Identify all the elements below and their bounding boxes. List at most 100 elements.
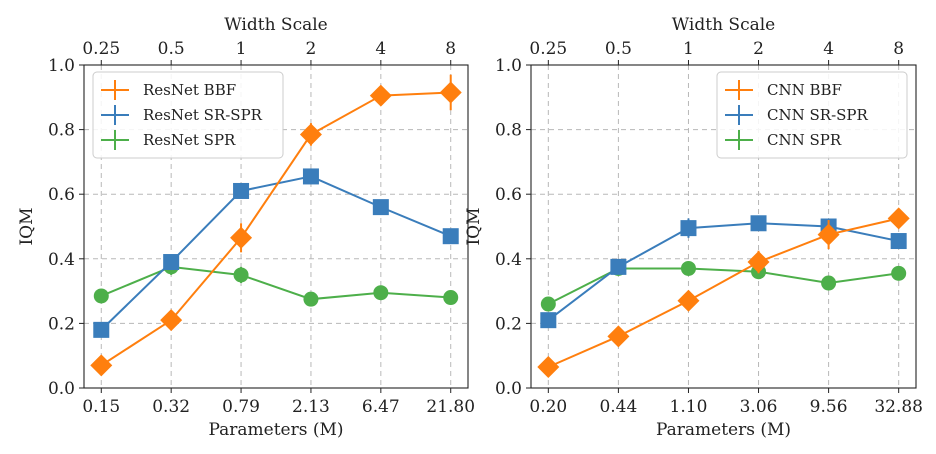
y-tick-label: 0.0 <box>48 379 75 399</box>
x-tick-label: 0.79 <box>222 397 260 417</box>
series-resnet-bbf <box>90 74 462 377</box>
data-point <box>230 226 253 249</box>
data-point <box>747 251 770 274</box>
x-tick-label: 32.88 <box>874 397 923 417</box>
y-tick-label: 0.2 <box>48 314 75 334</box>
top-tick-label: 0.25 <box>82 39 120 59</box>
top-tick-label: 1 <box>683 39 694 59</box>
x-tick-label: 0.15 <box>82 397 120 417</box>
data-point <box>817 223 840 246</box>
top-tick-label: 2 <box>753 39 764 59</box>
x-tick-label: 9.56 <box>810 397 848 417</box>
data-point <box>610 258 627 275</box>
data-point <box>160 309 183 332</box>
plot-frame <box>530 64 917 389</box>
data-point <box>372 199 389 216</box>
legend-label: ResNet BBF <box>143 81 236 99</box>
legend-box <box>716 71 908 159</box>
data-point <box>302 168 319 185</box>
y-tick-label: 1.0 <box>495 56 522 76</box>
data-point <box>537 356 560 379</box>
x-tick-label: 21.80 <box>426 397 475 417</box>
y-tick-label: 0.8 <box>495 121 522 141</box>
x-tick-label: 1.10 <box>670 397 708 417</box>
y-tick-label: 0.4 <box>495 250 522 270</box>
y-tick-label: 0.6 <box>495 185 522 205</box>
series-line <box>547 222 899 321</box>
data-point <box>439 81 462 104</box>
x-tick-label: 0.20 <box>529 397 567 417</box>
series-resnet-sr-spr <box>93 168 459 338</box>
x-tick-label: 0.44 <box>599 397 637 417</box>
plot-frame <box>83 64 469 389</box>
y-tick-label: 0.0 <box>495 379 522 399</box>
x-axis-title: Parameters (M) <box>208 420 343 440</box>
y-tick-label: 0.2 <box>495 314 522 334</box>
y-axis-title: IQM <box>464 207 484 245</box>
data-point <box>303 291 319 307</box>
data-point <box>890 233 907 250</box>
legend-box <box>92 71 284 159</box>
chart-panel-1: 0.00.20.40.60.81.00.15 0.32 0.79 2.13 6.47 21… <box>17 15 475 440</box>
series-cnn-spr <box>540 260 907 312</box>
top-tick-label: 0.5 <box>605 39 632 59</box>
legend-label: ResNet SR-SPR <box>143 106 263 124</box>
data-point <box>233 182 250 199</box>
series-line <box>547 217 899 368</box>
x-tick-label: 2.13 <box>292 397 330 417</box>
x-tick-label: 3.06 <box>740 397 778 417</box>
y-axis-title: IQM <box>17 207 37 245</box>
top-tick-label: 4 <box>823 39 834 59</box>
series-line <box>100 175 452 331</box>
series-line <box>547 267 899 305</box>
x-axis-title: Parameters (M) <box>656 420 791 440</box>
data-point <box>750 215 767 232</box>
top-tick-label: 4 <box>375 39 386 59</box>
x-tick-label: 0.32 <box>152 397 190 417</box>
series-line <box>100 265 451 301</box>
data-point <box>680 220 697 237</box>
y-tick-label: 0.8 <box>48 121 75 141</box>
data-point <box>677 289 700 312</box>
data-point <box>821 275 837 291</box>
legend: CNN BBF CNN SR-SPR CNN SPR <box>716 71 908 159</box>
top-axis-title: Width Scale <box>224 15 327 35</box>
top-tick-label: 0.5 <box>158 39 185 59</box>
legend: ResNet BBF ResNet SR-SPR ResNet SPR <box>92 71 284 159</box>
legend-label: CNN SR-SPR <box>767 106 869 124</box>
data-point <box>93 321 110 338</box>
y-tick-label: 0.4 <box>48 250 75 270</box>
top-tick-label: 8 <box>445 39 456 59</box>
data-point <box>299 123 322 146</box>
data-point <box>442 228 459 245</box>
data-point <box>540 296 556 312</box>
data-point <box>90 354 113 377</box>
top-tick-label: 2 <box>306 39 317 59</box>
series-line <box>100 91 451 367</box>
top-axis-title: Width Scale <box>672 15 775 35</box>
top-tick-label: 1 <box>236 39 247 59</box>
legend-label: CNN SPR <box>767 131 842 149</box>
x-tick-label: 6.47 <box>362 397 400 417</box>
series-cnn-bbf <box>537 207 910 379</box>
legend-label: CNN BBF <box>767 81 842 99</box>
data-point <box>443 290 459 306</box>
top-tick-label: 8 <box>893 39 904 59</box>
data-point <box>887 207 910 230</box>
y-tick-label: 1.0 <box>48 56 75 76</box>
data-point <box>607 325 630 348</box>
data-point <box>891 265 907 281</box>
data-point <box>373 285 389 301</box>
chart-panel-2: 0.0 0.2 0.4 0.6 0.8 1.0 0.20 0.44 1.10 3.06 9.56 32… <box>464 15 923 440</box>
data-point <box>233 267 249 283</box>
top-tick-label: 0.25 <box>529 39 567 59</box>
data-point <box>93 288 109 304</box>
data-point <box>369 84 392 107</box>
y-tick-label: 0.6 <box>48 185 75 205</box>
data-point <box>540 312 557 329</box>
series-cnn-sr-spr <box>540 215 907 329</box>
legend-label: ResNet SPR <box>143 131 236 149</box>
data-point <box>680 260 696 276</box>
data-point <box>163 254 180 271</box>
